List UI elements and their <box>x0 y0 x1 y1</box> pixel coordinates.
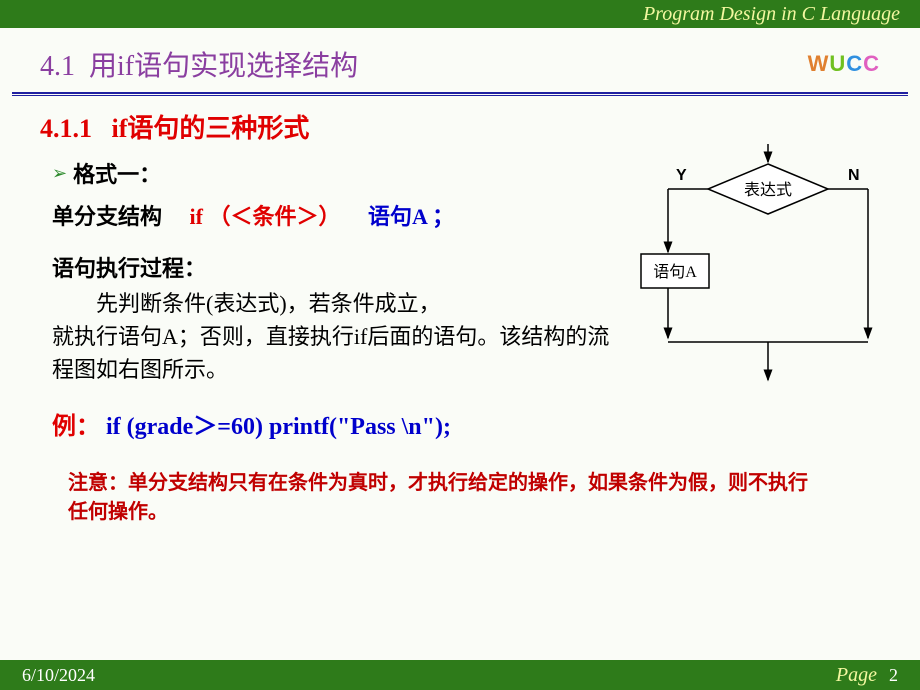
exec-body-1: 先判断条件(表达式)，若条件成立， <box>96 291 441 316</box>
bottom-bar: 6/10/2024 Page 2 <box>0 660 920 690</box>
top-bar: Program Design in C Language <box>0 0 920 28</box>
no-label: N <box>848 167 860 184</box>
section-header: 4.1 用if语句实现选择结构 WUCC <box>0 28 920 92</box>
subsection-title: 4.1.1 if语句的三种形式 <box>40 108 880 145</box>
wucc-logo: WUCC <box>808 51 880 77</box>
flowchart: 表达式 Y 语句A N <box>638 144 898 404</box>
wucc-u: U <box>829 51 846 76</box>
decision-label: 表达式 <box>744 181 792 199</box>
section-number: 4.1 <box>40 51 75 82</box>
exec-body-2: 就执行语句A；否则，直接执行if后面的语句。该结构的流程图如右图所示。 <box>52 324 609 382</box>
statement-a: 语句A ； <box>368 204 454 229</box>
note-text: 注意：单分支结构只有在条件为真时，才执行给定的操作，如果条件为假，则不执行任何操… <box>40 469 880 527</box>
course-title: Program Design in C Language <box>643 3 900 26</box>
wucc-w: W <box>808 51 830 76</box>
format-label: 格式一： <box>73 157 161 189</box>
footer-page: Page 2 <box>836 664 898 687</box>
wucc-c1: C <box>846 51 863 76</box>
page-label: Page <box>836 664 877 686</box>
footer-date: 6/10/2024 <box>22 665 95 686</box>
struct-label: 单分支结构 <box>52 204 162 229</box>
execution-body: 先判断条件(表达式)，若条件成立， 就执行语句A；否则，直接执行if后面的语句。… <box>40 287 620 386</box>
yes-label: Y <box>676 167 687 184</box>
section-title: 4.1 用if语句实现选择结构 <box>40 44 358 84</box>
subsection-name: if语句的三种形式 <box>112 114 310 143</box>
action-label: 语句A <box>653 263 697 281</box>
example-code: if (grade＞=60) printf("Pass \n"); <box>106 414 451 440</box>
subsection-number: 4.1.1 <box>40 114 92 143</box>
section-name: 用if语句实现选择结构 <box>89 51 358 82</box>
bullet-icon: ➢ <box>52 163 67 184</box>
content-area: 4.1.1 if语句的三种形式 ➢ 格式一： 单分支结构 if （＜条件＞） 语… <box>0 96 920 527</box>
wucc-c2: C <box>863 51 880 76</box>
if-syntax: if （＜条件＞） <box>190 204 341 229</box>
example-label: 例： <box>52 414 100 440</box>
page-number: 2 <box>889 665 898 685</box>
example-line: 例： if (grade＞=60) printf("Pass \n"); <box>40 406 880 441</box>
